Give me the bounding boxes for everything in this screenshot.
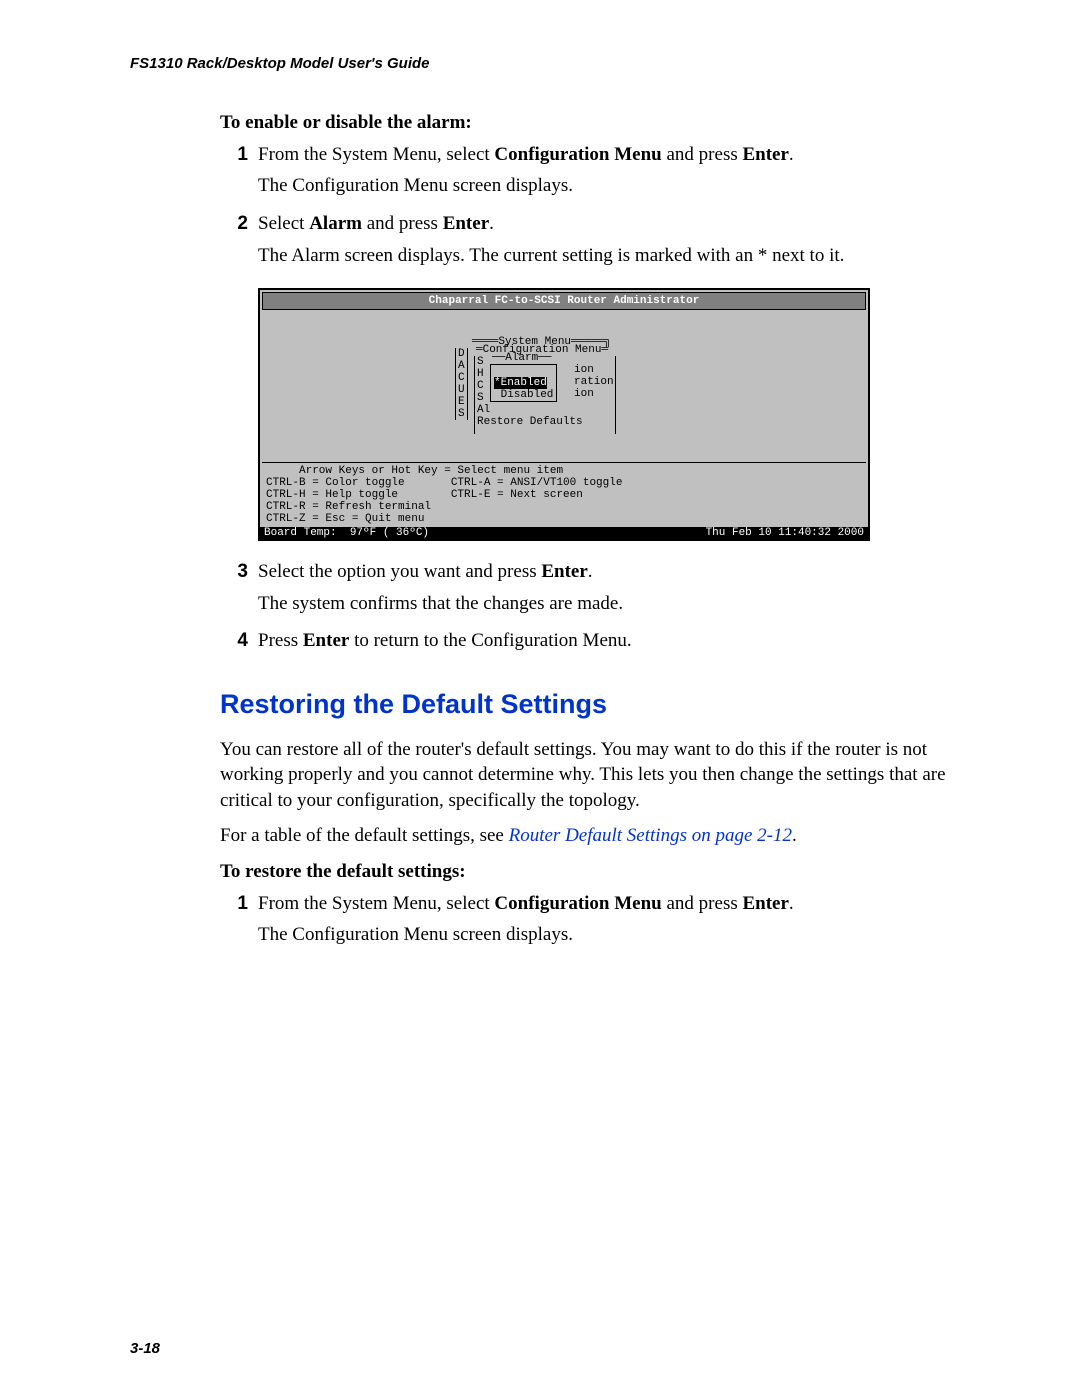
page-header: FS1310 Rack/Desktop Model User's Guide	[130, 55, 950, 72]
step: 1 From the System Menu, select Configurat…	[220, 891, 950, 954]
step: 1 From the System Menu, select Configurat…	[220, 142, 950, 205]
terminal-title: Chaparral FC-to-SCSI Router Administrato…	[262, 292, 866, 310]
right-fragments: ion ration ion	[574, 364, 614, 400]
terminal-screenshot: Chaparral FC-to-SCSI Router Administrato…	[258, 288, 950, 541]
step-number: 3	[220, 559, 248, 622]
step: 2 Select Alarm and press Enter. The Alarm …	[220, 211, 950, 274]
step-body: Select the option you want and press Ent…	[258, 559, 950, 622]
step-number: 2	[220, 211, 248, 274]
step-number: 1	[220, 891, 248, 954]
alarm-intro: To enable or disable the alarm:	[220, 110, 950, 136]
step-number: 4	[220, 628, 248, 660]
default-settings-link[interactable]: Router Default Settings on page 2-12	[509, 825, 792, 846]
status-right: Thu Feb 10 11:40:32 2000	[706, 527, 864, 539]
step-line: From the System Menu, select Configurati…	[258, 891, 950, 917]
step: 4 Press Enter to return to the Configurat…	[220, 628, 950, 660]
restore-p2-pre: For a table of the default settings, see	[220, 825, 509, 846]
restore-sub: To restore the default settings:	[220, 859, 950, 885]
terminal-status-bar: Board Temp: 97ºF ( 36ºC) Thu Feb 10 11:40…	[260, 527, 868, 539]
step-line: The system confirms that the changes are…	[258, 591, 950, 617]
step-line: Select the option you want and press Ent…	[258, 559, 950, 585]
step-line: The Configuration Menu screen displays.	[258, 922, 950, 948]
step-line: Press Enter to return to the Configurati…	[258, 628, 950, 654]
status-left: Board Temp: 97ºF ( 36ºC)	[264, 527, 429, 539]
step-body: Select Alarm and press Enter. The Alarm s…	[258, 211, 950, 274]
restore-p2-post: .	[792, 825, 797, 846]
step-line: Select Alarm and press Enter.	[258, 211, 950, 237]
restore-heading: Restoring the Default Settings	[220, 686, 950, 722]
step-body: Press Enter to return to the Configurati…	[258, 628, 950, 660]
left-col: D A C U E S	[455, 348, 468, 420]
restore-p2: For a table of the default settings, see…	[220, 823, 950, 849]
step-number: 1	[220, 142, 248, 205]
alarm-enabled-option[interactable]: *Enabled	[494, 377, 547, 389]
step: 3 Select the option you want and press En…	[220, 559, 950, 622]
terminal-help: Arrow Keys or Hot Key = Select menu item…	[262, 462, 866, 527]
page-number: 3-18	[130, 1340, 160, 1357]
alarm-disabled-option[interactable]: Disabled	[494, 389, 553, 401]
alarm-menu-label: Alarm	[505, 352, 538, 364]
step-body: From the System Menu, select Configurati…	[258, 142, 950, 205]
step-line: The Configuration Menu screen displays.	[258, 173, 950, 199]
step-line: From the System Menu, select Configurati…	[258, 142, 950, 168]
step-line: The Alarm screen displays. The current s…	[258, 243, 950, 269]
restore-p1: You can restore all of the router's defa…	[220, 737, 950, 814]
step-body: From the System Menu, select Configurati…	[258, 891, 950, 954]
